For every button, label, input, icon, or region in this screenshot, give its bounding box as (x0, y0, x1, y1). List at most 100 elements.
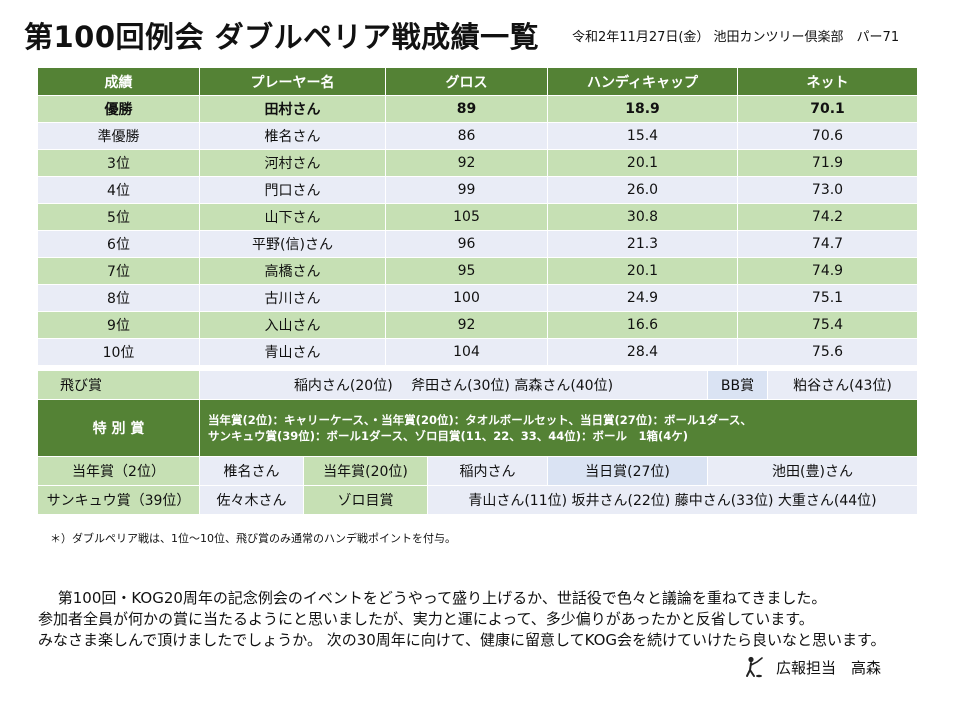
table-row: 3位 河村さん 92 20.1 71.9 (37, 149, 918, 177)
handicap-cell: 20.1 (547, 257, 738, 285)
net-cell: 73.0 (737, 176, 918, 204)
player-cell: 高橋さん (199, 257, 386, 285)
table-header-row: 成績 プレーヤー名 グロス ハンディキャップ ネット (37, 67, 918, 96)
handicap-cell: 24.9 (547, 284, 738, 312)
award-winner: 佐々木さん (199, 485, 304, 515)
rank-cell: 8位 (37, 284, 200, 312)
rank-cell: 優勝 (37, 95, 200, 123)
gross-cell: 99 (385, 176, 548, 204)
table-row: 5位 山下さん 105 30.8 74.2 (37, 203, 918, 231)
net-cell: 75.6 (737, 338, 918, 366)
player-cell: 山下さん (199, 203, 386, 231)
rank-cell: 5位 (37, 203, 200, 231)
tobi-winners: 稲内さん(20位) 斧田さん(30位) 高森さん(40位) (199, 370, 708, 400)
header-net: ネット (737, 67, 918, 96)
gross-cell: 92 (385, 311, 548, 339)
rank-cell: 3位 (37, 149, 200, 177)
award-winner: 稲内さん (427, 456, 548, 486)
awards-row-2: サンキュウ賞（39位） 佐々木さん ゾロ目賞 青山さん(11位) 坂井さん(22… (37, 485, 918, 515)
tobi-row: 飛び賞 稲内さん(20位) 斧田さん(30位) 高森さん(40位) BB賞 粕谷… (37, 370, 918, 400)
table-row: 4位 門口さん 99 26.0 73.0 (37, 176, 918, 204)
award-label: 当日賞(27位) (547, 456, 708, 486)
award-winner: 青山さん(11位) 坂井さん(22位) 藤中さん(33位) 大重さん(44位) (427, 485, 918, 515)
bb-label: BB賞 (707, 370, 768, 400)
player-cell: 平野(信)さん (199, 230, 386, 258)
award-label: 当年賞(20位) (303, 456, 428, 486)
special-label: 特 別 賞 (37, 399, 200, 457)
special-line-2: サンキュウ賞(39位)：ボール1ダース、ゾロ目賞(11、22、33、44位)：ボ… (208, 429, 688, 443)
rank-cell: 7位 (37, 257, 200, 285)
gross-cell: 92 (385, 149, 548, 177)
handicap-cell: 28.4 (547, 338, 738, 366)
event-info: 令和2年11月27日(金） 池田カンツリー倶楽部 パー71 (572, 30, 900, 45)
message-line: みなさま楽しんで頂けましたでしょうか。 次の30周年に向けて、健康に留意してKO… (38, 631, 886, 649)
rank-cell: 準優勝 (37, 122, 200, 150)
player-cell: 田村さん (199, 95, 386, 123)
net-cell: 71.9 (737, 149, 918, 177)
signature: 広報担当 高森 (744, 656, 881, 678)
gross-cell: 95 (385, 257, 548, 285)
award-label: ゾロ目賞 (303, 485, 428, 515)
rank-cell: 9位 (37, 311, 200, 339)
gross-cell: 100 (385, 284, 548, 312)
player-cell: 椎名さん (199, 122, 386, 150)
golfer-icon (746, 656, 763, 678)
handicap-cell: 15.4 (547, 122, 738, 150)
net-cell: 75.4 (737, 311, 918, 339)
table-row: 準優勝 椎名さん 86 15.4 70.6 (37, 122, 918, 150)
table-row: 7位 高橋さん 95 20.1 74.9 (37, 257, 918, 285)
header-player: プレーヤー名 (199, 67, 386, 96)
award-winner: 池田(豊)さん (707, 456, 918, 486)
net-cell: 70.6 (737, 122, 918, 150)
special-line-1: 当年賞(2位)：キャリーケース、・当年賞(20位)：タオルボールセット、当日賞(… (208, 413, 752, 427)
handicap-cell: 18.9 (547, 95, 738, 123)
special-row: 特 別 賞 当年賞(2位)：キャリーケース、・当年賞(20位)：タオルボールセッ… (37, 399, 918, 457)
net-cell: 74.2 (737, 203, 918, 231)
table-row: 8位 古川さん 100 24.9 75.1 (37, 284, 918, 312)
handicap-cell: 30.8 (547, 203, 738, 231)
header-rank: 成績 (37, 67, 200, 96)
gross-cell: 86 (385, 122, 548, 150)
tobi-label: 飛び賞 (37, 370, 200, 400)
award-winner: 椎名さん (199, 456, 304, 486)
footnote: ＊）ダブルペリア戦は、1位～10位、飛び賞のみ通常のハンデ戦ポイントを付与。 (50, 532, 456, 545)
bb-winner: 粕谷さん(43位) (767, 370, 918, 400)
net-cell: 74.9 (737, 257, 918, 285)
gross-cell: 104 (385, 338, 548, 366)
page-title: 第100回例会 ダブルペリア戦成績一覧 (24, 20, 540, 54)
awards-table: 飛び賞 稲内さん(20位) 斧田さん(30位) 高森さん(40位) BB賞 粕谷… (37, 370, 918, 515)
net-cell: 75.1 (737, 284, 918, 312)
award-label: 当年賞（2位） (37, 456, 200, 486)
award-label: サンキュウ賞（39位） (37, 485, 200, 515)
handicap-cell: 26.0 (547, 176, 738, 204)
player-cell: 入山さん (199, 311, 386, 339)
message-line: 第100回・KOG20周年の記念例会のイベントをどうやって盛り上げるか、世話役で… (38, 589, 827, 607)
player-cell: 門口さん (199, 176, 386, 204)
rank-cell: 4位 (37, 176, 200, 204)
rank-cell: 10位 (37, 338, 200, 366)
header-gross: グロス (385, 67, 548, 96)
net-cell: 74.7 (737, 230, 918, 258)
gross-cell: 89 (385, 95, 548, 123)
handicap-cell: 16.6 (547, 311, 738, 339)
player-cell: 河村さん (199, 149, 386, 177)
handicap-cell: 20.1 (547, 149, 738, 177)
results-table: 成績 プレーヤー名 グロス ハンディキャップ ネット 優勝 田村さん 89 18… (37, 67, 918, 366)
player-cell: 古川さん (199, 284, 386, 312)
signature-text: 広報担当 高森 (776, 658, 882, 677)
table-row: 6位 平野(信)さん 96 21.3 74.7 (37, 230, 918, 258)
player-cell: 青山さん (199, 338, 386, 366)
rank-cell: 6位 (37, 230, 200, 258)
table-row: 9位 入山さん 92 16.6 75.4 (37, 311, 918, 339)
message-line: 参加者全員が何かの賞に当たるようにと思いましたが、実力と運によって、多少偏りがあ… (38, 610, 814, 628)
handicap-cell: 21.3 (547, 230, 738, 258)
table-row: 優勝 田村さん 89 18.9 70.1 (37, 95, 918, 123)
message-paragraph: 第100回・KOG20周年の記念例会のイベントをどうやって盛り上げるか、世話役で… (38, 588, 886, 651)
header-handicap: ハンディキャップ (547, 67, 738, 96)
gross-cell: 96 (385, 230, 548, 258)
net-cell: 70.1 (737, 95, 918, 123)
awards-row-1: 当年賞（2位） 椎名さん 当年賞(20位) 稲内さん 当日賞(27位) 池田(豊… (37, 456, 918, 486)
gross-cell: 105 (385, 203, 548, 231)
table-row: 10位 青山さん 104 28.4 75.6 (37, 338, 918, 366)
special-description: 当年賞(2位)：キャリーケース、・当年賞(20位)：タオルボールセット、当日賞(… (199, 399, 918, 457)
